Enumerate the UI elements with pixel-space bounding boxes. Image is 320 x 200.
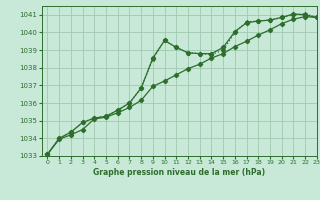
X-axis label: Graphe pression niveau de la mer (hPa): Graphe pression niveau de la mer (hPa): [93, 168, 265, 177]
